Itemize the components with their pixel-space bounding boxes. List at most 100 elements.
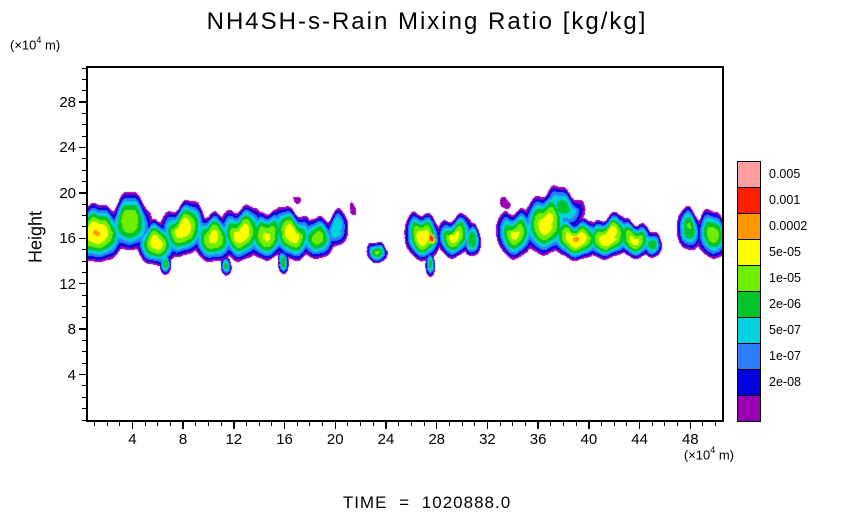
x-tick-label: 40: [580, 431, 598, 448]
y-minor-tick: [82, 169, 86, 171]
x-tick-label: 48: [681, 431, 699, 448]
x-minor-tick: [651, 422, 653, 426]
y-axis-unit-prefix: (×10: [10, 37, 37, 53]
y-minor-tick: [82, 340, 86, 342]
x-minor-tick: [322, 422, 324, 426]
y-tick-label: 4: [67, 366, 76, 384]
colorbar-swatch: [737, 291, 761, 318]
x-minor-tick: [271, 422, 273, 426]
x-tick-label: 36: [529, 431, 547, 448]
y-minor-tick: [82, 362, 86, 364]
x-minor-tick: [119, 422, 121, 426]
chart-title: NH4SH-s-Rain Mixing Ratio [kg/kg]: [206, 8, 648, 35]
y-axis-unit-exponent: 4: [36, 35, 42, 45]
x-minor-tick: [474, 422, 476, 426]
y-axis-unit: (×104 m): [10, 35, 61, 53]
x-minor-tick: [258, 422, 260, 426]
colorbar-swatch: [737, 239, 761, 266]
y-minor-tick: [82, 215, 86, 217]
x-major-tick: [233, 422, 235, 429]
x-tick-label: 32: [479, 431, 496, 448]
x-minor-tick: [372, 422, 374, 426]
y-tick-label: 28: [59, 94, 76, 112]
x-major-tick: [638, 422, 641, 429]
x-major-tick: [334, 422, 336, 429]
colorbar-swatch: [737, 265, 761, 292]
y-minor-tick: [82, 317, 86, 319]
x-minor-tick: [144, 422, 146, 426]
y-major-tick: [79, 282, 86, 285]
x-major-tick: [131, 422, 134, 429]
x-minor-tick: [601, 422, 603, 426]
colorbar-swatch: [737, 213, 761, 240]
colorbar-swatch: [737, 187, 761, 214]
y-axis-unit-suffix: m): [41, 37, 61, 53]
colorbar-label: 5e-07: [769, 323, 801, 337]
x-minor-tick: [461, 422, 463, 426]
y-tick-label: 24: [59, 139, 76, 157]
y-major-tick: [79, 146, 86, 149]
y-major-tick: [79, 192, 86, 194]
x-minor-tick: [309, 422, 311, 426]
y-minor-tick: [82, 396, 86, 398]
y-tick-label: 20: [59, 184, 76, 202]
x-major-tick: [486, 422, 489, 429]
y-minor-tick: [82, 271, 86, 273]
x-tick-label: 4: [128, 431, 137, 448]
y-minor-tick: [82, 294, 86, 296]
x-minor-tick: [448, 422, 450, 426]
y-major-tick: [79, 101, 86, 103]
colorbar-label: 2e-08: [769, 375, 801, 389]
y-major-tick: [79, 237, 86, 240]
x-minor-tick: [715, 422, 717, 426]
colorbar-swatch: [737, 317, 761, 344]
y-minor-tick: [82, 226, 86, 228]
colorbar-label: 0.0002: [769, 219, 808, 233]
x-minor-tick: [360, 422, 362, 426]
y-tick-label: 16: [59, 230, 76, 248]
contour-field-canvas: [88, 68, 722, 420]
colorbar-label: 5e-05: [769, 245, 801, 259]
x-tick-label: 16: [276, 431, 293, 448]
colorbar-label: 0.005: [769, 167, 801, 181]
colorbar-swatch: [737, 369, 761, 396]
y-minor-tick: [82, 158, 86, 160]
x-minor-tick: [677, 422, 679, 426]
x-tick-label: 24: [377, 431, 395, 448]
y-minor-tick: [82, 135, 86, 137]
x-minor-tick: [347, 422, 349, 426]
y-tick-label: 8: [67, 321, 76, 339]
x-major-tick: [588, 422, 590, 429]
x-minor-tick: [157, 422, 159, 426]
colorbar-swatch: [737, 161, 761, 188]
y-minor-tick: [82, 181, 86, 183]
x-tick-label: 20: [326, 431, 344, 448]
x-minor-tick: [207, 422, 209, 426]
x-tick-label: 44: [631, 431, 648, 448]
x-major-tick: [537, 422, 539, 429]
x-axis-unit-suffix: m): [715, 447, 734, 463]
x-minor-tick: [626, 422, 628, 426]
x-major-tick: [283, 422, 286, 429]
x-minor-tick: [524, 422, 526, 426]
x-minor-tick: [563, 422, 564, 426]
x-tick-label: 28: [428, 431, 446, 448]
y-minor-tick: [82, 408, 86, 410]
time-label: TIME = 1020888.0: [342, 493, 512, 512]
y-tick-label: 12: [59, 275, 76, 293]
x-minor-tick: [410, 422, 412, 426]
x-minor-tick: [106, 422, 108, 426]
x-minor-tick: [246, 422, 247, 426]
y-minor-tick: [82, 67, 86, 69]
x-minor-tick: [220, 422, 222, 426]
y-minor-tick: [82, 78, 86, 80]
x-minor-tick: [296, 422, 298, 426]
y-minor-tick: [82, 249, 86, 251]
colorbar-swatch: [737, 343, 761, 370]
x-minor-tick: [169, 422, 171, 426]
colorbar-label: 1e-07: [769, 349, 801, 363]
x-minor-tick: [664, 422, 666, 426]
x-minor-tick: [195, 422, 197, 426]
y-minor-tick: [82, 260, 86, 262]
